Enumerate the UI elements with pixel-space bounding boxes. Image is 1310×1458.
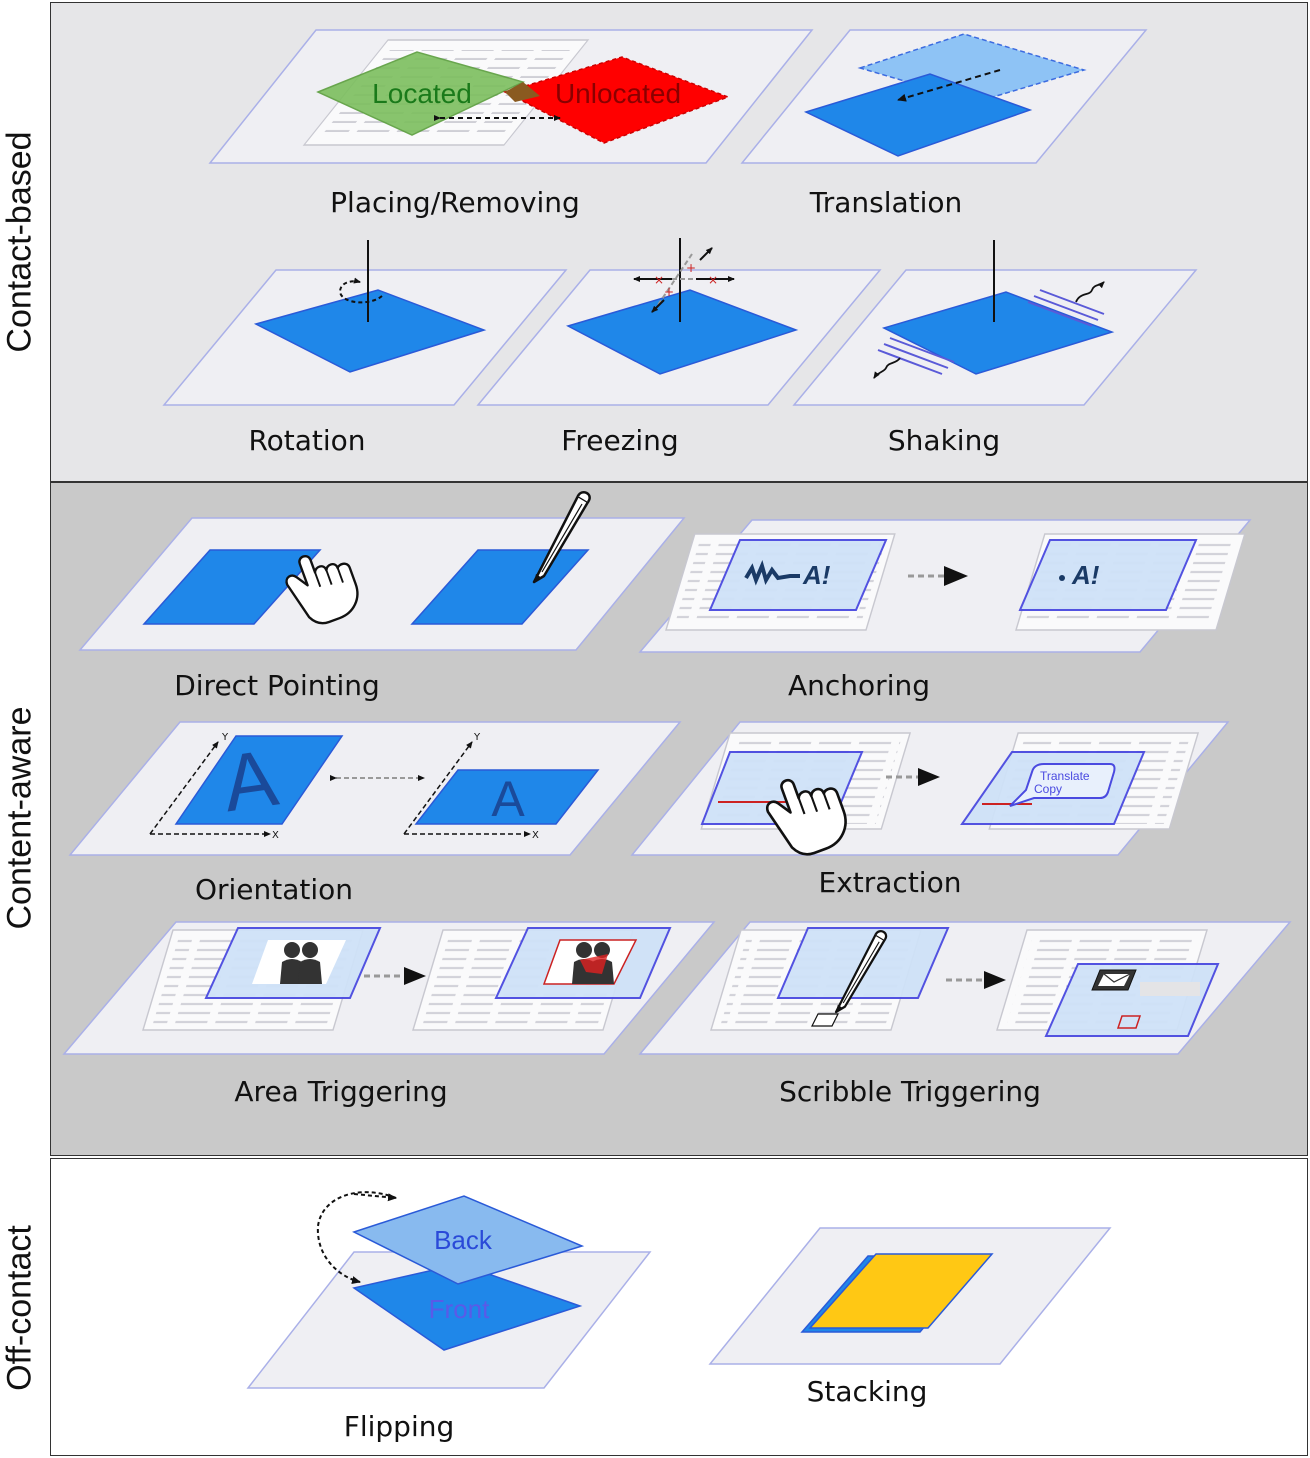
caption-anchoring: Anchoring	[788, 669, 930, 702]
front-label: Front	[429, 1294, 490, 1324]
stacking-illustration	[708, 1227, 1112, 1365]
translation-illustration	[740, 29, 1148, 164]
freezing-illustration: × × + +	[476, 238, 882, 406]
caption-translation: Translation	[809, 186, 963, 219]
svg-text:Y: Y	[221, 732, 229, 743]
svg-text:×: ×	[654, 273, 664, 287]
placing-removing-illustration: Located Unlocated	[208, 29, 814, 164]
menu-translate: Translate	[1040, 769, 1090, 783]
svg-text:X: X	[272, 830, 279, 841]
ink-text: A!	[802, 560, 831, 590]
flipping-illustration: Back Front	[246, 1191, 652, 1389]
shaking-illustration	[792, 240, 1198, 406]
svg-text:X: X	[532, 830, 539, 841]
caption-shaking: Shaking	[887, 424, 1001, 457]
caption-orientation: Orientation	[194, 873, 354, 906]
scribble-triggering-illustration	[638, 921, 1292, 1055]
svg-text:+: +	[686, 261, 696, 275]
caption-scribble-triggering: Scribble Triggering	[779, 1075, 1041, 1108]
caption-rotation: Rotation	[248, 424, 366, 457]
off-contact-panel	[50, 1158, 1308, 1456]
letter-a-aligned: A	[491, 771, 525, 827]
caption-extraction: Extraction	[818, 866, 962, 899]
anchoring-illustration: A! A!	[638, 519, 1252, 653]
located-label: Located	[372, 78, 472, 109]
caption-stacking: Stacking	[806, 1375, 928, 1408]
rotation-illustration	[162, 240, 568, 406]
direct-pointing-illustration	[78, 490, 686, 651]
context-menu	[1009, 763, 1116, 807]
caption-placing-removing: Placing/Removing	[330, 186, 580, 219]
back-label: Back	[434, 1225, 493, 1255]
area-triggering-illustration	[62, 921, 716, 1055]
letter-a-rotated: A	[217, 733, 283, 829]
caption-direct-pointing: Direct Pointing	[174, 669, 380, 702]
svg-text:×: ×	[708, 273, 718, 287]
ink-text-anchored: A!	[1071, 560, 1100, 590]
caption-flipping: Flipping	[343, 1410, 455, 1443]
menu-copy: Copy	[1034, 782, 1062, 796]
caption-freezing: Freezing	[561, 424, 679, 457]
caption-area-triggering: Area Triggering	[234, 1075, 448, 1108]
unlocated-label: Unlocated	[555, 78, 681, 109]
orientation-illustration: A A X Y X Y	[68, 721, 682, 856]
svg-text:+: +	[664, 285, 674, 299]
svg-text:Y: Y	[473, 732, 481, 743]
extraction-illustration: Translate Copy	[630, 721, 1230, 865]
